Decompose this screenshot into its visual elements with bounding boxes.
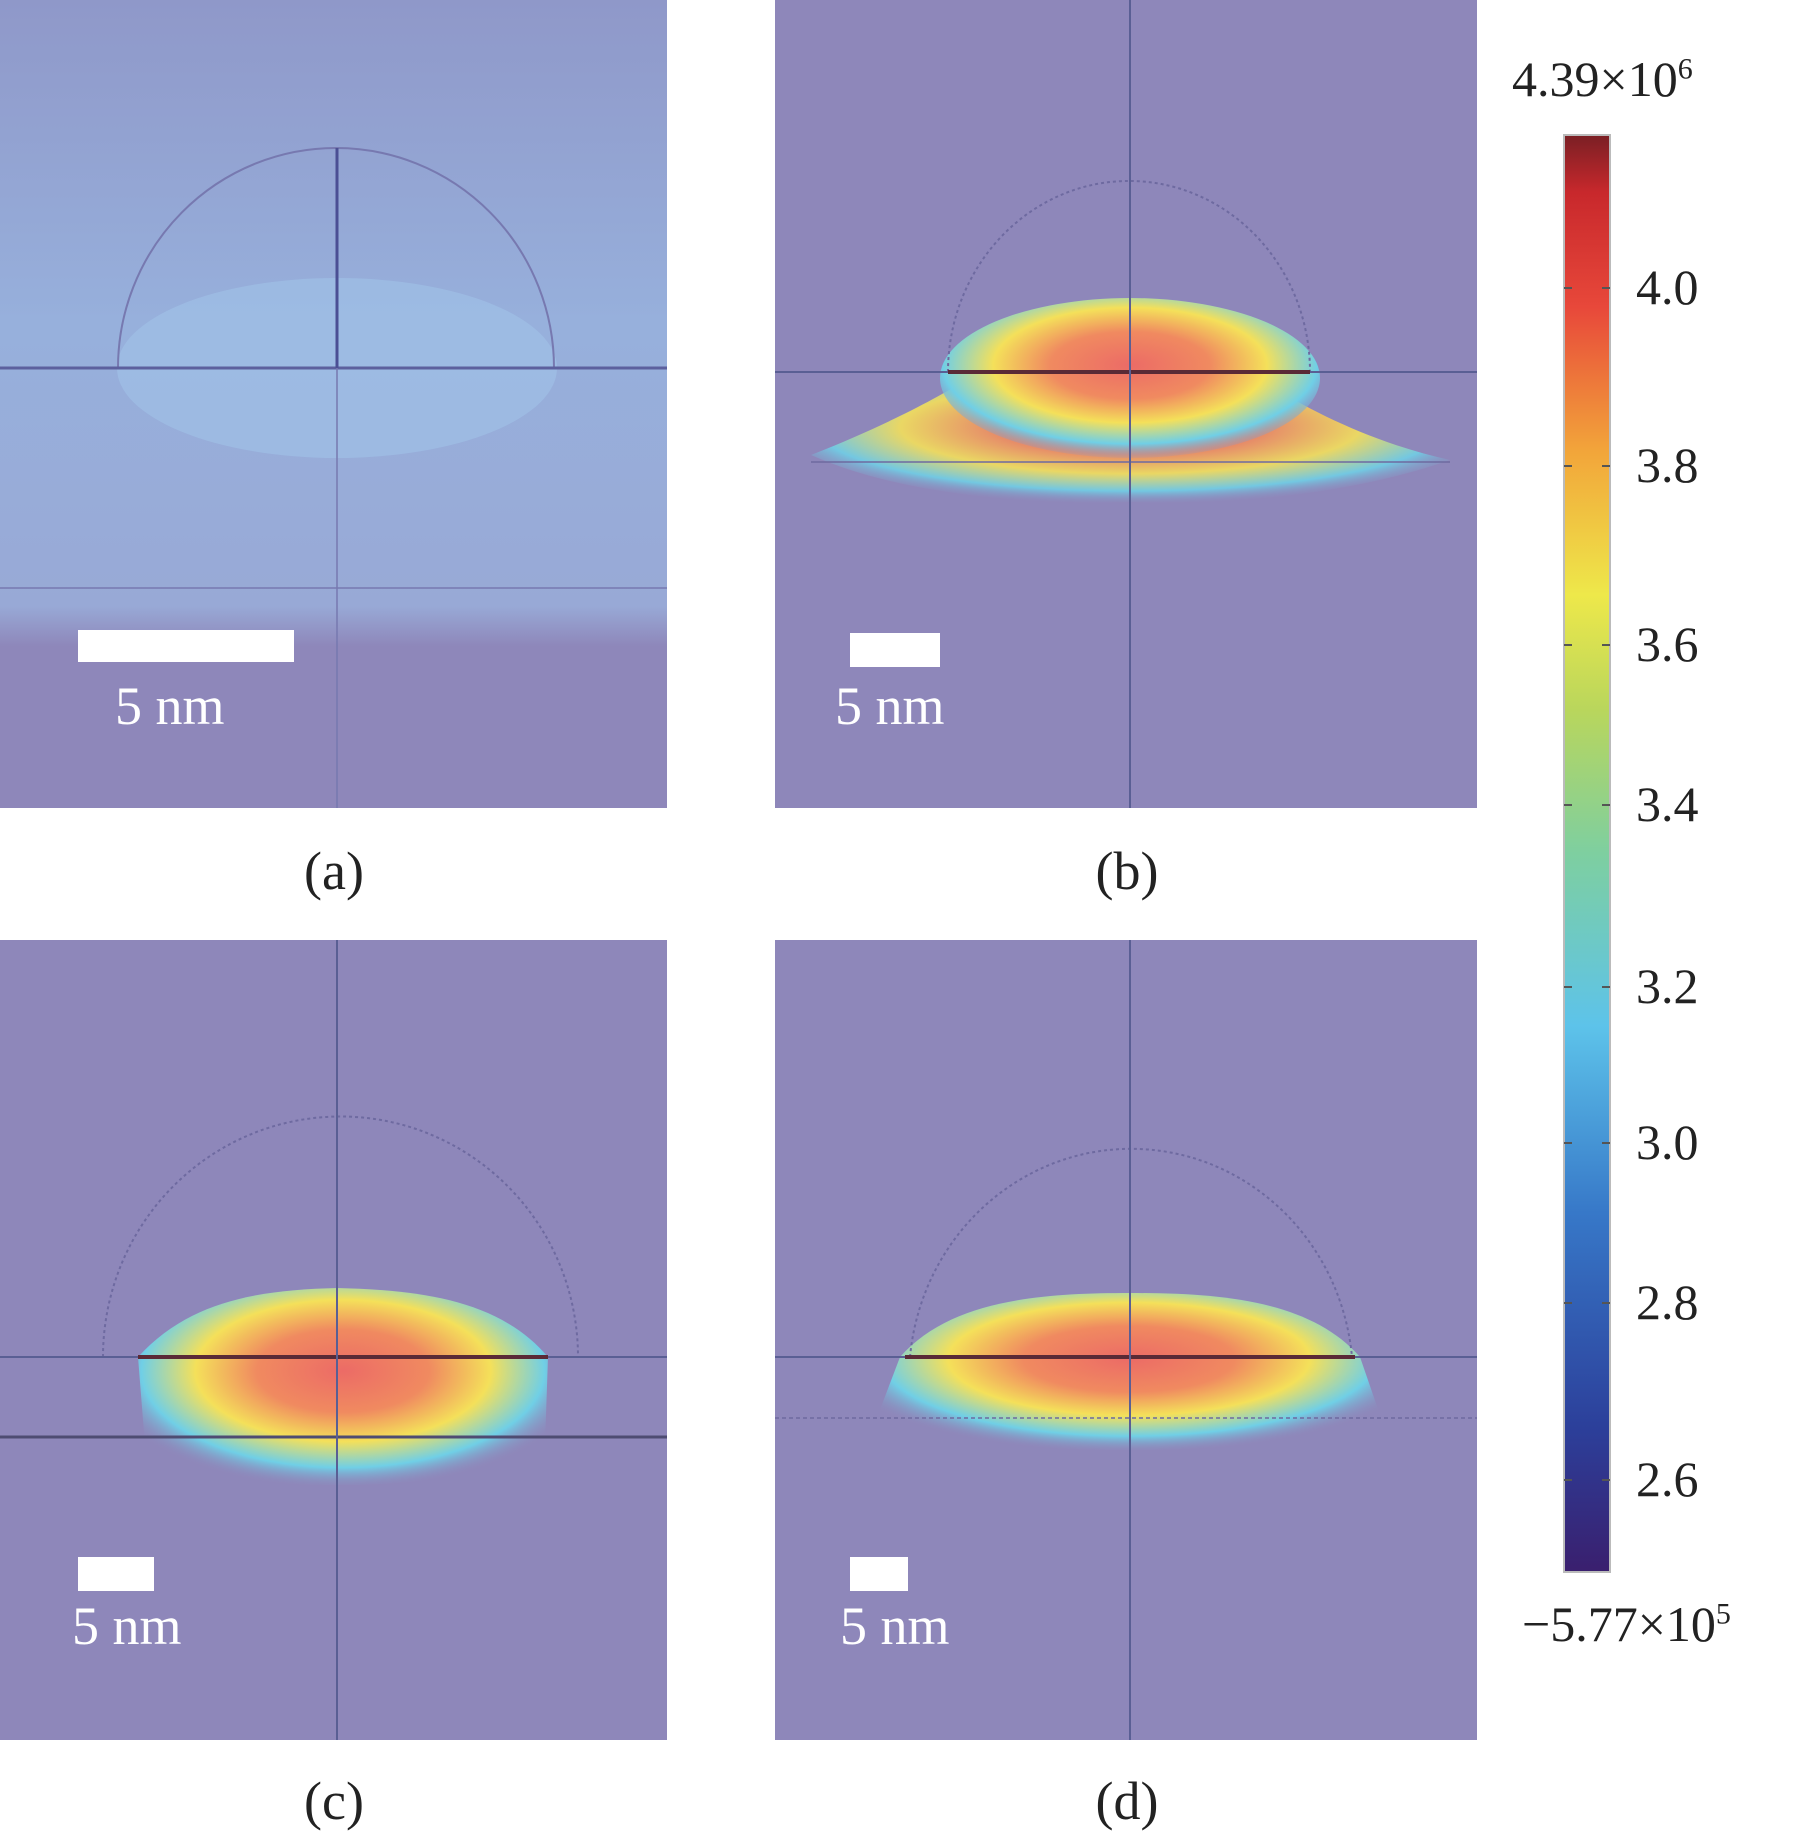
colorbar-max-label: 4.39×106 (1512, 50, 1693, 108)
colorbar-tick: 4.0 (1636, 259, 1699, 315)
colorbar-min-exp: 5 (1715, 1597, 1731, 1631)
scalebar-b (850, 633, 940, 667)
scalebar-a (78, 630, 294, 662)
colorbar-tick: 3.6 (1636, 616, 1699, 672)
scalebar-label-d: 5 nm (840, 1596, 950, 1656)
colorbar-tick: 3.8 (1636, 437, 1699, 493)
colorbar (1563, 134, 1611, 1573)
panel-c (0, 940, 667, 1740)
panel-b (775, 0, 1477, 808)
colorbar-min-mantissa: −5.77 (1522, 1596, 1638, 1652)
colorbar-min-base: ×10 (1637, 1596, 1716, 1652)
panel-label-a: (a) (304, 841, 364, 901)
scalebar-d (850, 1557, 908, 1591)
scalebar-label-a: 5 nm (115, 676, 225, 736)
panel-d (775, 940, 1477, 1740)
colorbar-min-label: −5.77×105 (1522, 1595, 1731, 1653)
colorbar-max-base: ×10 (1599, 51, 1678, 107)
colorbar-max-exp: 6 (1677, 52, 1693, 86)
panel-label-d: (d) (1095, 1771, 1159, 1831)
panel-label-b: (b) (1095, 841, 1159, 901)
colorbar-tick: 3.0 (1636, 1114, 1699, 1170)
panel-a (0, 0, 667, 808)
colorbar-tick: 2.8 (1636, 1274, 1699, 1330)
colorbar-tick: 2.6 (1636, 1451, 1699, 1507)
colorbar-max-mantissa: 4.39 (1512, 51, 1600, 107)
scalebar-c (78, 1557, 154, 1591)
panel-label-c: (c) (304, 1771, 364, 1831)
scalebar-label-c: 5 nm (72, 1596, 182, 1656)
scalebar-label-b: 5 nm (835, 676, 945, 736)
colorbar-tick: 3.2 (1636, 958, 1699, 1014)
colorbar-tick: 3.4 (1636, 776, 1699, 832)
